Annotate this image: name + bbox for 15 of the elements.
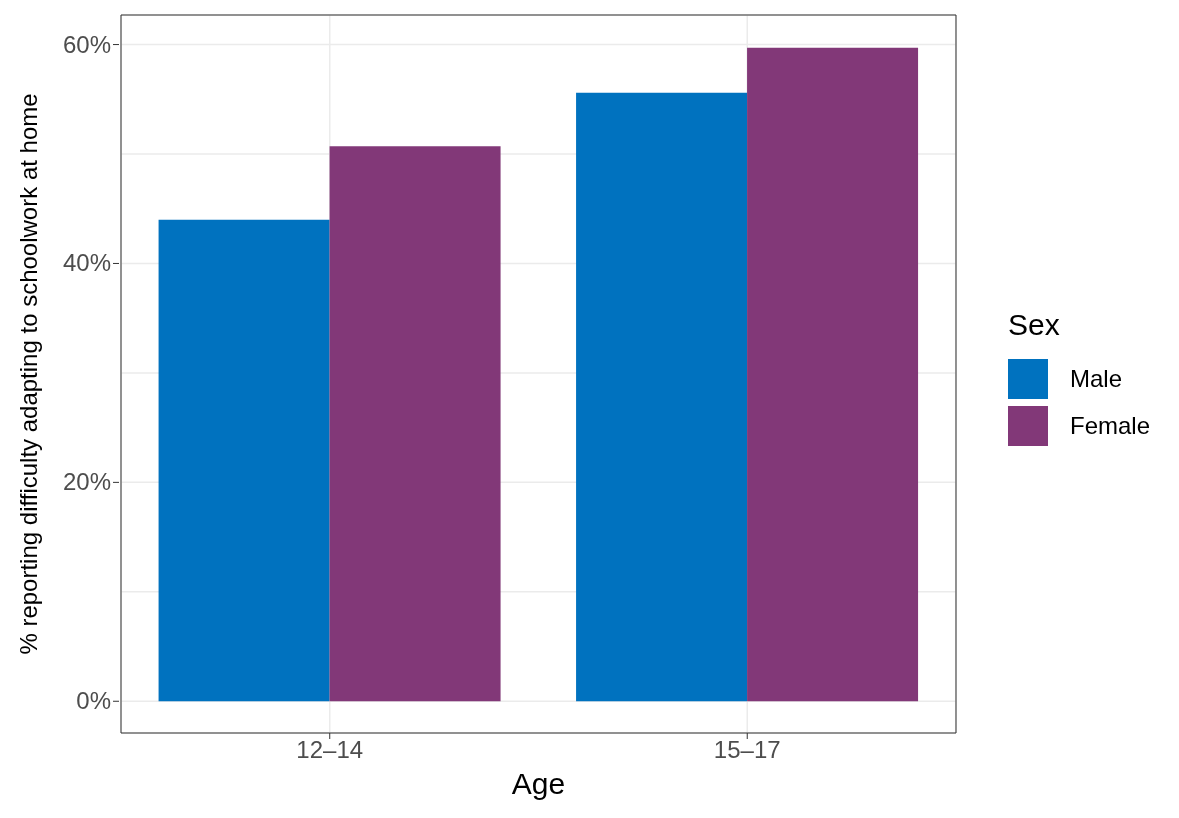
legend-label: Male [1070,364,1123,393]
legend-title: Sex [1008,308,1061,342]
x-axis-title: Age [511,767,566,801]
legend-label: Female [1070,411,1151,440]
bar [747,47,919,702]
y-axis-title: % reporting difficulty adapting to schoolwork at home [14,93,42,655]
y-tick-label: 40% [62,249,111,277]
y-tick-label: 20% [62,468,111,496]
bar [576,92,748,702]
y-tick-label: 60% [62,30,111,58]
bar [329,146,501,702]
y-tick-label: 0% [76,687,111,715]
x-tick-label: 12–14 [296,736,364,764]
bar [158,219,330,702]
x-tick-label: 15–17 [713,736,781,764]
